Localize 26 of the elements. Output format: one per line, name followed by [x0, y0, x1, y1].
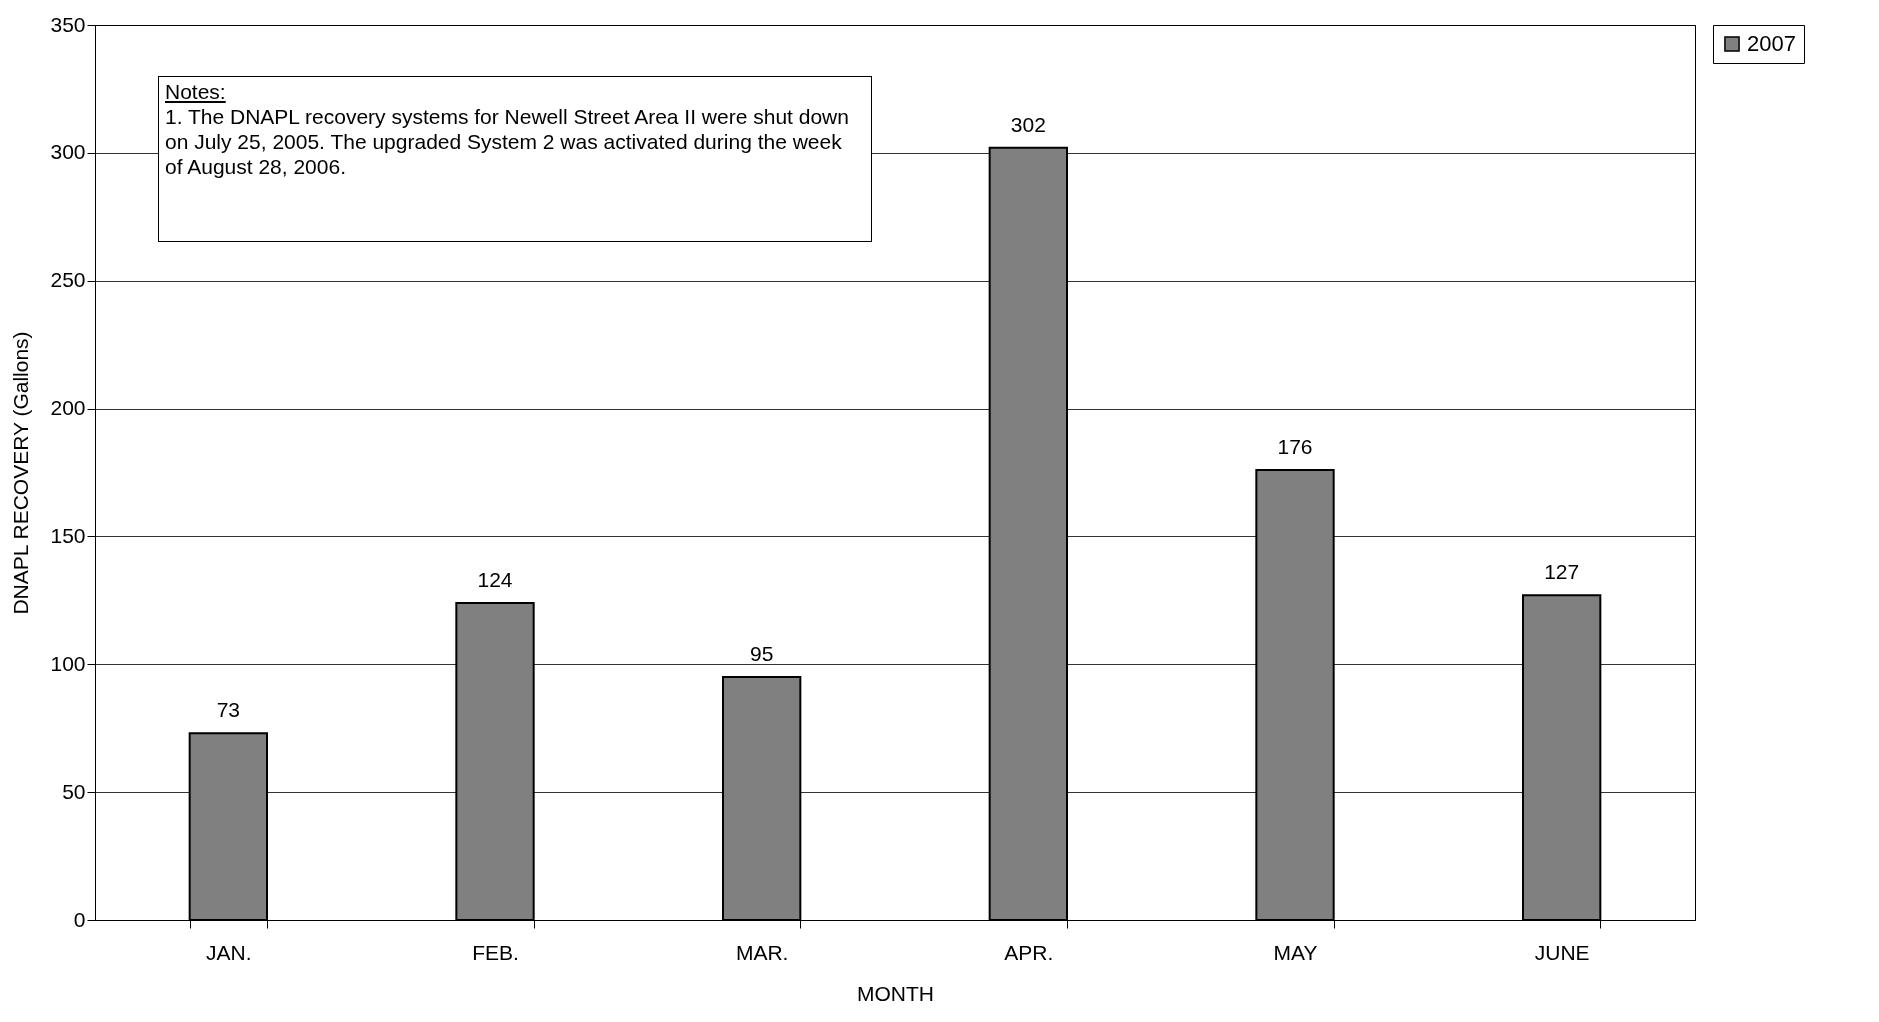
- x-tick-label: APR.: [1004, 940, 1054, 964]
- x-tick-label: FEB.: [472, 940, 519, 964]
- y-tick-label: 0: [73, 907, 86, 931]
- data-label: 302: [1010, 112, 1046, 136]
- x-tick-label: MAY: [1273, 940, 1318, 964]
- y-tick-label: 150: [50, 523, 86, 547]
- data-label: 73: [216, 698, 241, 722]
- y-tick-label: 200: [50, 396, 86, 420]
- data-label: 124: [477, 567, 513, 591]
- note-box: Notes: 1. The DNAPL recovery systems for Newell Street Area II were shut down on July 25, 2005. The upgraded System 2 was activated during the week of August 28, 2006.: [158, 76, 872, 242]
- x-tick-label: MAR.: [735, 940, 789, 964]
- legend-label: 2007: [1747, 31, 1796, 56]
- y-tick-label: 300: [50, 140, 86, 164]
- x-axis-title: MONTH: [857, 981, 934, 1005]
- y-tick-label: 50: [62, 779, 86, 803]
- y-axis-title: DNAPL RECOVERY (Gallons): [9, 331, 33, 615]
- annotation: 1. The DNAPL recovery systems for Newell Street Area II were shut down on July 25, 2005. The upgraded System 2 was activated during the week of August 28, 2006.: [165, 104, 850, 179]
- data-label: 127: [1544, 560, 1580, 584]
- x-tick-label: JUNE: [1534, 940, 1590, 964]
- data-label: 176: [1277, 434, 1313, 458]
- y-tick-label: 100: [50, 651, 86, 675]
- x-tick-label: JAN.: [206, 940, 252, 964]
- y-tick-label: 350: [50, 12, 86, 36]
- data-label: 95: [749, 642, 774, 666]
- y-tick-label: 250: [50, 268, 86, 292]
- annotation: Notes:: [165, 79, 227, 104]
